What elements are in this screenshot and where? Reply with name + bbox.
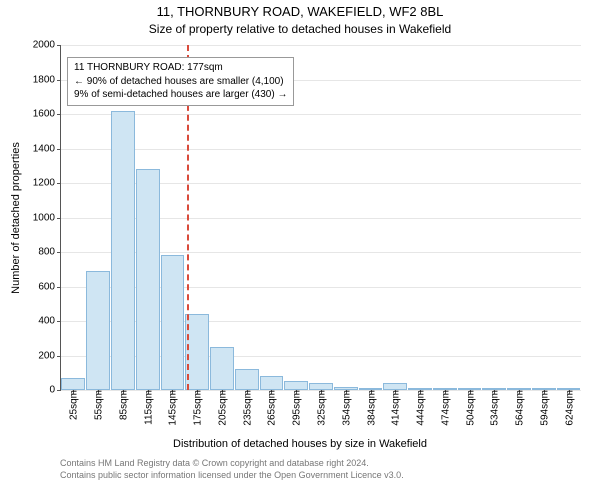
xtick-label: 85sqm — [116, 390, 129, 420]
ytick-label: 2000 — [33, 40, 61, 51]
histogram-bar — [185, 314, 209, 390]
xtick-label: 265sqm — [265, 390, 278, 426]
ytick-label: 1400 — [33, 143, 61, 154]
chart-container: { "chart": { "type": "histogram", "title… — [0, 0, 600, 500]
histogram-bar — [161, 255, 185, 390]
xtick-label: 534sqm — [488, 390, 501, 426]
histogram-bar — [309, 383, 333, 390]
xtick-label: 384sqm — [364, 390, 377, 426]
histogram-bar — [111, 111, 135, 390]
chart-subtitle: Size of property relative to detached ho… — [0, 22, 600, 36]
histogram-bar — [235, 369, 259, 390]
histogram-bar — [61, 378, 85, 390]
xtick-label: 414sqm — [389, 390, 402, 426]
x-axis-label: Distribution of detached houses by size … — [0, 438, 600, 450]
gridline — [61, 45, 581, 46]
xtick-label: 295sqm — [290, 390, 303, 426]
xtick-label: 594sqm — [537, 390, 550, 426]
xtick-label: 474sqm — [438, 390, 451, 426]
xtick-label: 504sqm — [463, 390, 476, 426]
plot-area: 020040060080010001200140016001800200025s… — [60, 45, 581, 391]
credits-line1: Contains HM Land Registry data © Crown c… — [60, 458, 404, 470]
xtick-label: 624sqm — [562, 390, 575, 426]
xtick-label: 354sqm — [339, 390, 352, 426]
credits-line2: Contains public sector information licen… — [60, 470, 404, 482]
xtick-label: 444sqm — [414, 390, 427, 426]
histogram-bar — [210, 347, 234, 390]
xtick-label: 205sqm — [215, 390, 228, 426]
ytick-label: 200 — [38, 350, 61, 361]
ytick-label: 1000 — [33, 212, 61, 223]
xtick-label: 145sqm — [166, 390, 179, 426]
annotation-line: 11 THORNBURY ROAD: 177sqm — [74, 61, 287, 75]
histogram-bar — [260, 376, 284, 390]
xtick-label: 564sqm — [513, 390, 526, 426]
gridline — [61, 149, 581, 150]
xtick-label: 235sqm — [240, 390, 253, 426]
credits-text: Contains HM Land Registry data © Crown c… — [60, 458, 404, 481]
gridline — [61, 114, 581, 115]
xtick-label: 175sqm — [191, 390, 204, 426]
xtick-label: 325sqm — [315, 390, 328, 426]
xtick-label: 25sqm — [67, 390, 80, 420]
histogram-bar — [136, 169, 160, 390]
ytick-label: 1200 — [33, 178, 61, 189]
histogram-bar — [284, 381, 308, 390]
chart-title: 11, THORNBURY ROAD, WAKEFIELD, WF2 8BL — [0, 4, 600, 19]
ytick-label: 800 — [38, 247, 61, 258]
annotation-line: 9% of semi-detached houses are larger (4… — [74, 88, 287, 102]
ytick-label: 600 — [38, 281, 61, 292]
y-axis-label: Number of detached properties — [10, 142, 22, 294]
ytick-label: 400 — [38, 316, 61, 327]
ytick-label: 1800 — [33, 74, 61, 85]
histogram-bar — [383, 383, 407, 390]
annotation-box: 11 THORNBURY ROAD: 177sqm← 90% of detach… — [67, 57, 294, 106]
xtick-label: 115sqm — [141, 390, 154, 425]
xtick-label: 55sqm — [92, 390, 105, 420]
ytick-label: 0 — [49, 385, 61, 396]
ytick-label: 1600 — [33, 109, 61, 120]
histogram-bar — [86, 271, 110, 390]
annotation-line: ← 90% of detached houses are smaller (4,… — [74, 75, 287, 89]
